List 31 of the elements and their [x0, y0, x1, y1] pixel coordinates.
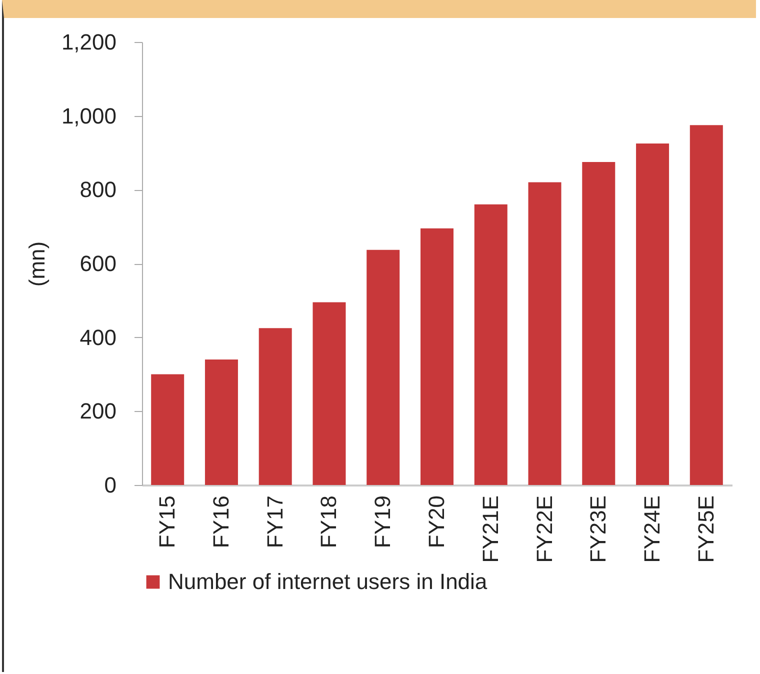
x-tick-label: FY24E [640, 496, 665, 563]
x-tick-label: FY23E [586, 496, 611, 563]
y-tick-label: 1,000 [61, 103, 116, 128]
bar [420, 228, 454, 485]
bar [636, 144, 670, 485]
x-tick-label: FY19 [370, 496, 396, 548]
y-axis-title: (mn) [24, 241, 50, 287]
y-tick-label: 1,200 [61, 30, 116, 54]
x-tick-label: FY17 [262, 496, 288, 548]
bar [528, 182, 562, 485]
x-tick-label: FY21E [478, 496, 503, 563]
y-tick-label: 200 [80, 398, 116, 424]
x-tick-label: FY16 [208, 496, 234, 548]
bar [204, 359, 238, 485]
y-tick-label: 0 [104, 472, 116, 498]
x-tick-label: FY18 [316, 496, 342, 548]
bar [582, 162, 616, 485]
bar [151, 374, 184, 485]
y-tick-label: 800 [80, 177, 116, 202]
legend-label: Number of internet users in India [168, 569, 488, 594]
bar [690, 125, 723, 485]
bar [366, 250, 400, 485]
bar [312, 302, 346, 485]
bar [258, 328, 292, 485]
y-tick-label: 400 [80, 324, 116, 350]
bar [474, 204, 508, 485]
x-tick-label: FY15 [154, 496, 180, 548]
y-tick-label: 600 [80, 251, 116, 276]
x-tick-label: FY22E [532, 496, 557, 563]
x-tick-label: FY20 [424, 496, 449, 548]
x-tick-label: FY25E [693, 496, 718, 563]
